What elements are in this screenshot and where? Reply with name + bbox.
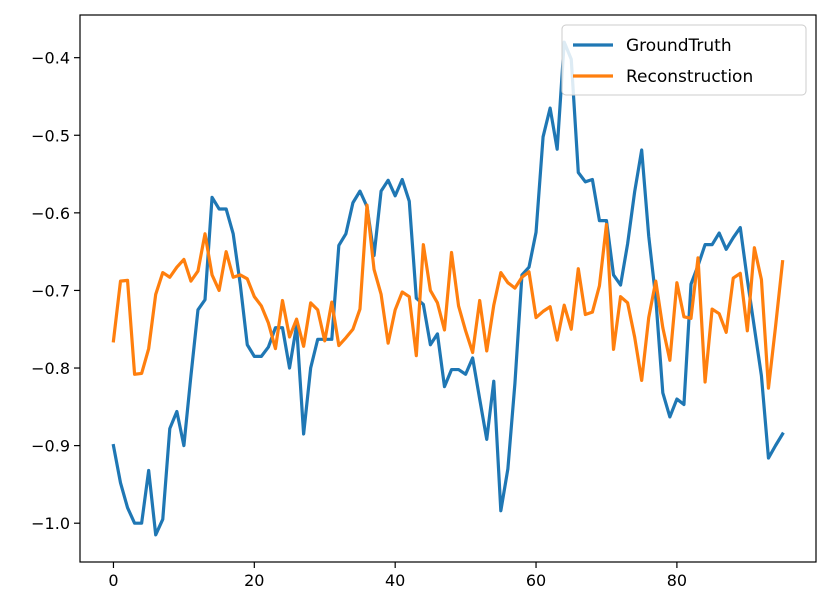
y-axis: −1.0 −0.9 −0.8 −0.7 −0.6 −0.5 −0.4 bbox=[31, 49, 80, 533]
legend: GroundTruth Reconstruction bbox=[561, 24, 807, 96]
y-tick-label: −0.8 bbox=[31, 359, 70, 378]
legend-label-groundtruth: GroundTruth bbox=[626, 36, 732, 56]
series-layer bbox=[111, 40, 785, 537]
x-tick-label: 0 bbox=[108, 571, 118, 590]
plot-area bbox=[79, 14, 817, 563]
x-axis: 0 20 40 60 80 bbox=[108, 562, 687, 590]
y-tick-label: −0.5 bbox=[31, 126, 70, 145]
axes-frame bbox=[79, 14, 817, 563]
y-tick-label: −1.0 bbox=[31, 514, 70, 533]
x-tick-label: 80 bbox=[667, 571, 687, 590]
series-line-groundtruth bbox=[111, 40, 785, 537]
legend-box bbox=[561, 24, 807, 96]
x-tick-label: 60 bbox=[526, 571, 546, 590]
y-tick-label: −0.7 bbox=[31, 281, 70, 300]
x-tick-label: 40 bbox=[385, 571, 405, 590]
legend-label-reconstruction: Reconstruction bbox=[626, 67, 753, 87]
series-line-reconstruction bbox=[111, 203, 785, 390]
x-tick-label: 20 bbox=[244, 571, 264, 590]
y-tick-label: −0.4 bbox=[31, 49, 70, 68]
y-tick-label: −0.6 bbox=[31, 204, 70, 223]
y-tick-label: −0.9 bbox=[31, 437, 70, 456]
